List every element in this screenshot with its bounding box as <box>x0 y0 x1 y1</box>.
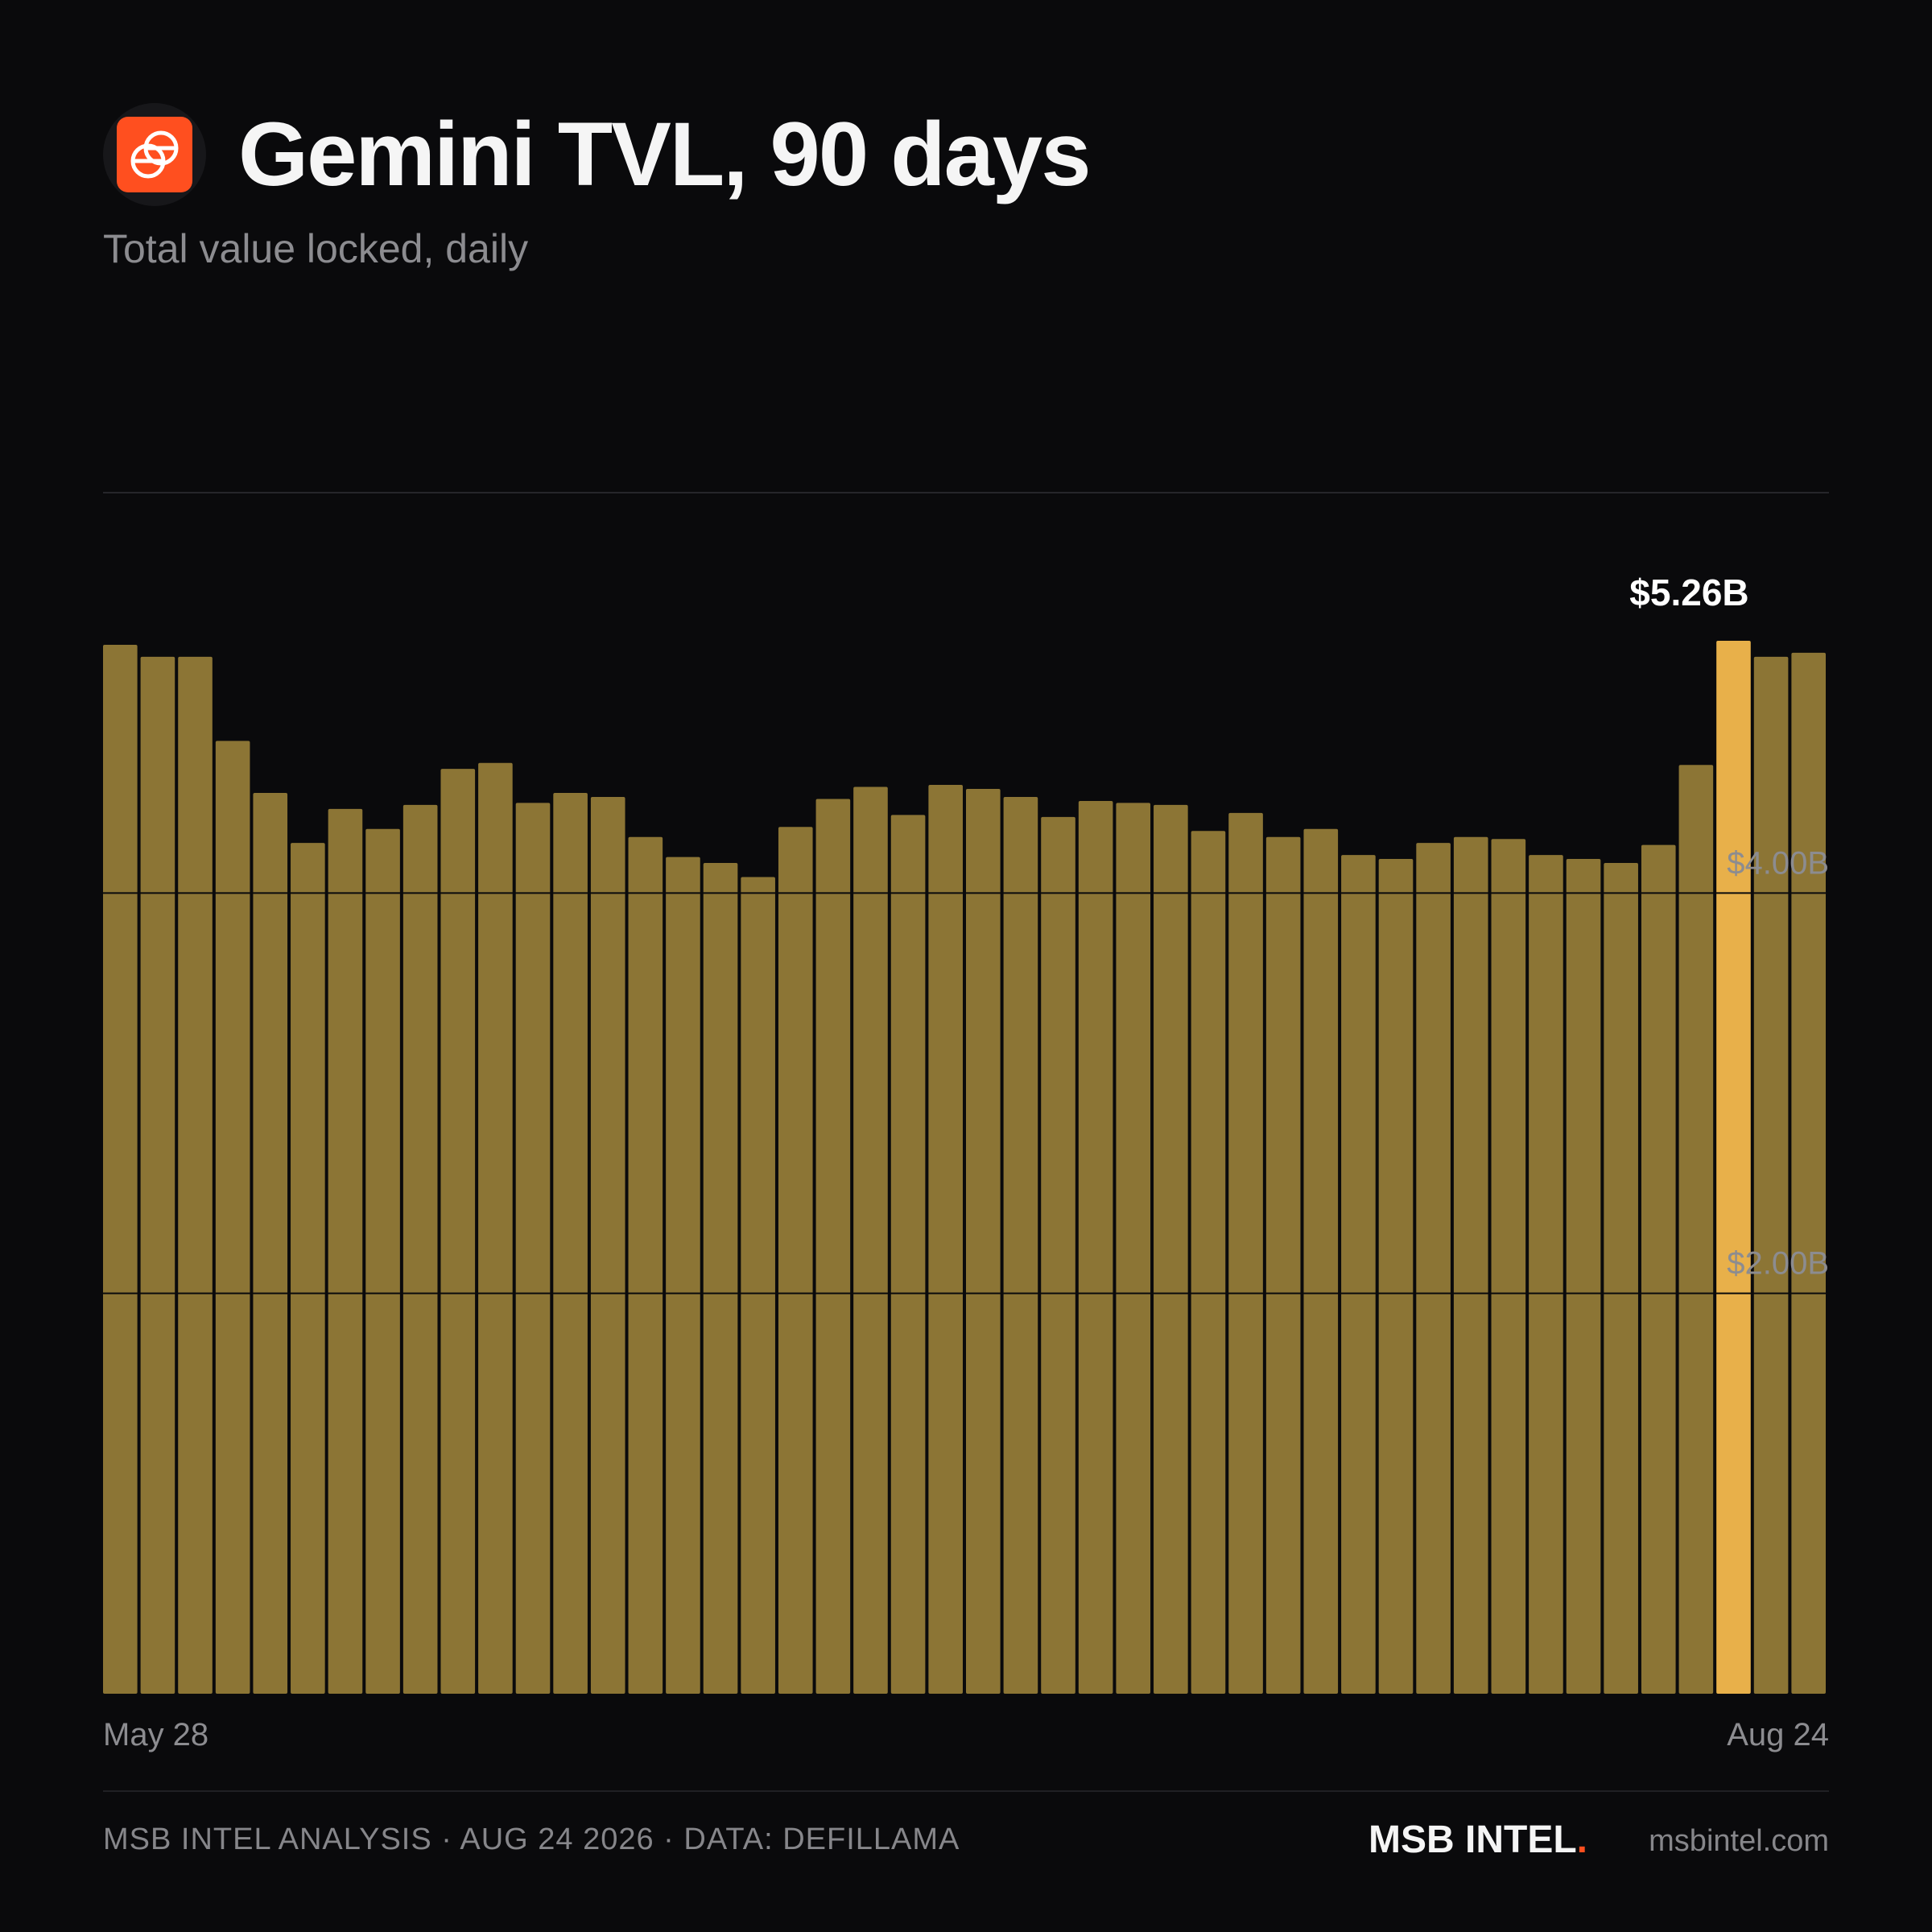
highlight-value-label: $5.26B <box>1629 572 1748 613</box>
bar <box>1003 796 1038 1694</box>
bar <box>440 769 476 1695</box>
bar <box>853 786 888 1694</box>
brand-logo: MSB INTEL. <box>1368 1818 1587 1862</box>
bar <box>966 789 1001 1694</box>
bar <box>1678 765 1714 1695</box>
bar <box>1265 836 1301 1694</box>
bar <box>1341 855 1376 1694</box>
footer-source: MSB INTEL ANALYSIS · AUG 24 2026 · DATA:… <box>103 1823 960 1856</box>
bar <box>1604 863 1638 1694</box>
bar <box>178 656 213 1695</box>
bar <box>253 793 288 1694</box>
bar <box>1641 844 1676 1694</box>
bar <box>1416 843 1451 1694</box>
tvl-bar-chart: $2.00B $4.00B $5.26B May 28 Aug 24 <box>103 492 1829 1752</box>
brand-name: MSB INTEL <box>1368 1818 1577 1861</box>
bar <box>590 796 625 1694</box>
bar <box>553 793 588 1694</box>
x-tick-label-start: May 28 <box>103 1717 208 1752</box>
page-title: Gemini TVL, 90 days <box>238 104 1091 204</box>
bar <box>628 836 663 1694</box>
bar <box>703 863 738 1694</box>
y-tick-label: $4.00B <box>1727 845 1829 881</box>
bar <box>1791 652 1826 1695</box>
bar <box>928 785 963 1694</box>
bar <box>778 827 813 1694</box>
footer-website[interactable]: msbintel.com <box>1649 1824 1829 1858</box>
bar <box>1566 859 1601 1694</box>
footer-divider <box>103 1790 1829 1792</box>
gemini-logo-icon <box>103 103 206 206</box>
bar <box>1154 804 1188 1695</box>
bar <box>1529 855 1563 1694</box>
bar <box>890 815 926 1694</box>
bar <box>666 857 700 1694</box>
bar <box>478 762 513 1695</box>
bar <box>1303 828 1339 1694</box>
bar <box>1228 812 1263 1694</box>
bar <box>140 656 175 1695</box>
bar <box>1116 803 1151 1695</box>
x-tick-label-end: Aug 24 <box>1727 1717 1829 1752</box>
bar-highlight <box>1716 641 1751 1694</box>
bar <box>1078 800 1113 1695</box>
bar <box>1453 836 1488 1694</box>
bar <box>1041 816 1075 1694</box>
bar <box>1191 831 1226 1694</box>
bar <box>1753 656 1789 1695</box>
bar <box>215 741 250 1694</box>
page-subtitle: Total value locked, daily <box>103 226 529 271</box>
bar <box>103 644 138 1694</box>
y-tick-label: $2.00B <box>1727 1246 1829 1282</box>
bar <box>402 804 438 1695</box>
bar <box>1491 839 1526 1694</box>
bar <box>328 808 363 1694</box>
bar <box>741 877 775 1694</box>
bar <box>291 843 325 1694</box>
bar <box>365 828 400 1694</box>
bar <box>815 799 851 1695</box>
bar <box>1378 859 1414 1694</box>
bar <box>515 803 551 1695</box>
brand-dot: . <box>1576 1818 1587 1861</box>
